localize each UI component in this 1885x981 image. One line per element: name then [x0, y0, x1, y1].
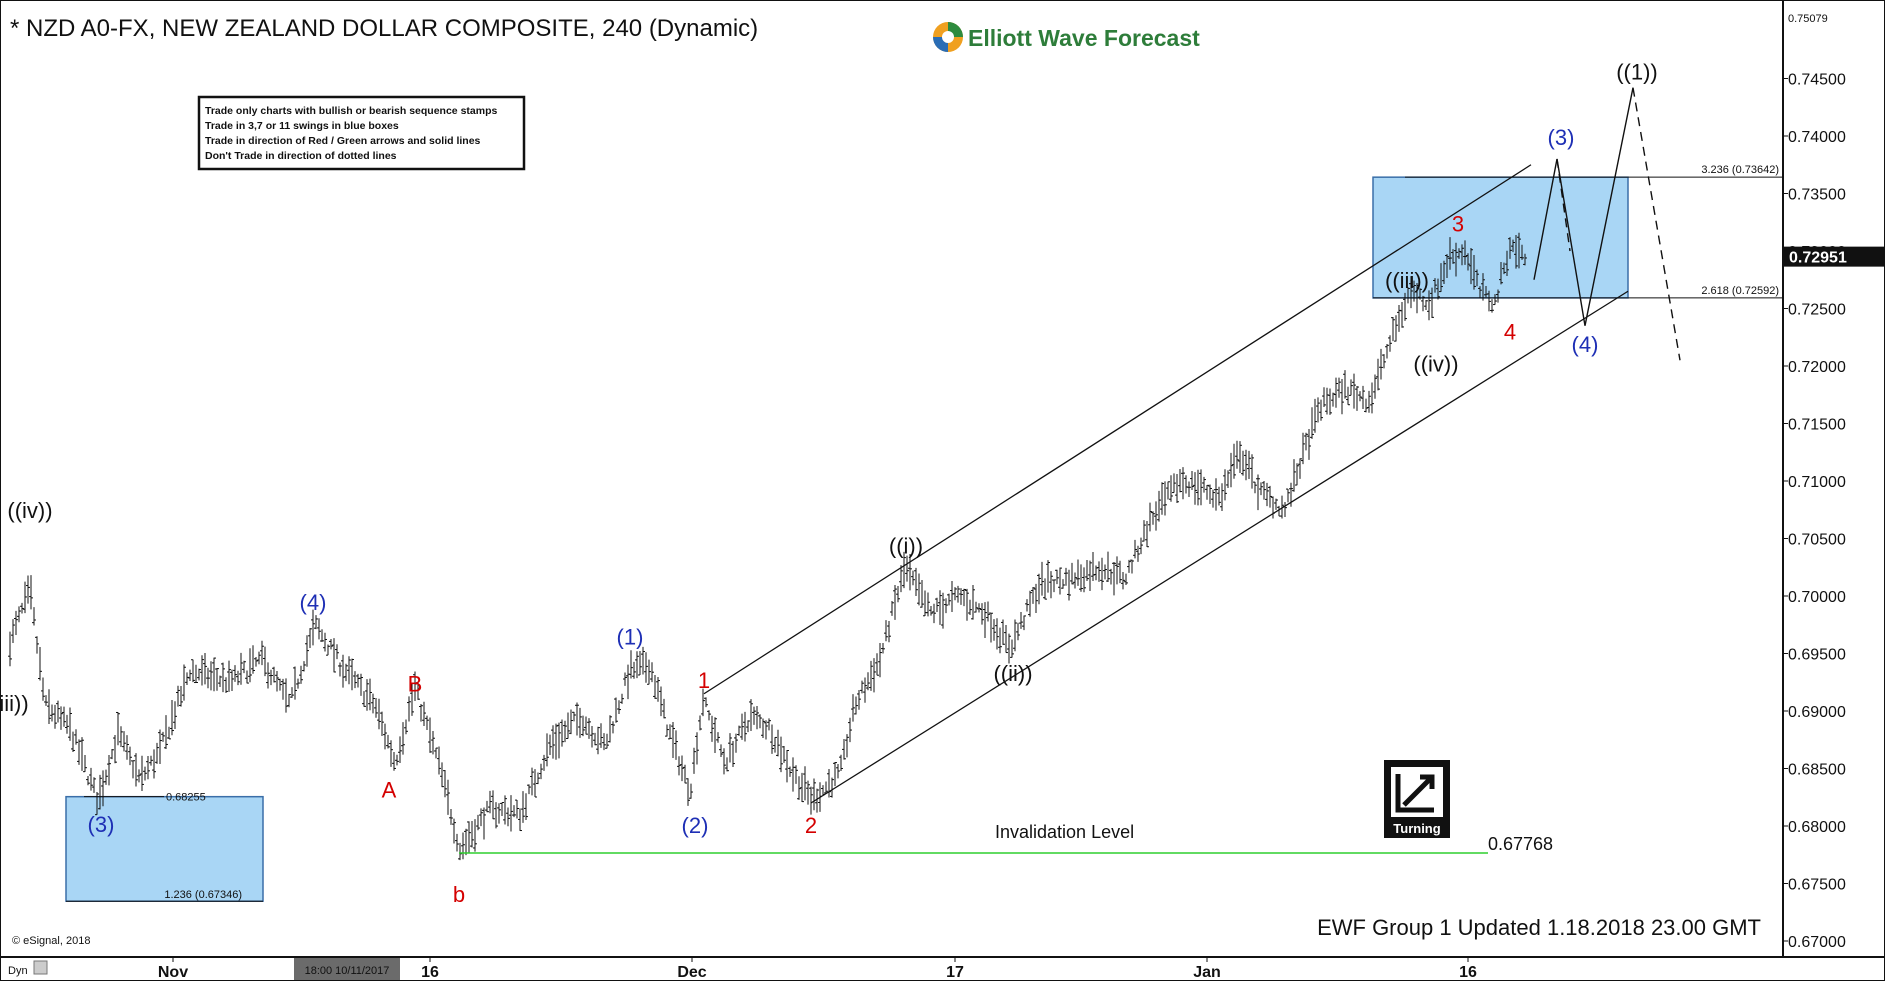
y-tick-label: 0.72500 — [1788, 302, 1846, 319]
wave-label: ((iv)) — [7, 498, 52, 523]
wave-label: (4) — [1572, 332, 1599, 357]
cursor-time: 18:00 10/11/2017 — [305, 965, 390, 977]
projection-dashed-path — [1632, 87, 1681, 361]
fib-label: 3.236 (0.73642) — [1701, 164, 1779, 176]
rule-line: Trade in direction of Red / Green arrows… — [205, 135, 481, 147]
wave-label: (3) — [88, 812, 115, 837]
chart-title: * NZD A0-FX, NEW ZEALAND DOLLAR COMPOSIT… — [10, 15, 758, 42]
y-tick-label: 0.72000 — [1788, 359, 1846, 376]
y-tick-label: 0.68500 — [1788, 762, 1846, 779]
projection-solid-path — [1533, 87, 1634, 326]
rule-line: Don't Trade in direction of dotted lines — [205, 150, 397, 162]
y-tick-label: 0.67500 — [1788, 877, 1846, 894]
wave-label: ((iv)) — [1413, 352, 1458, 377]
x-tick-label: Dec — [677, 964, 706, 981]
y-tick-label: 0.68000 — [1788, 819, 1846, 836]
wave-label: ((i)) — [889, 534, 923, 559]
logo: Elliott Wave Forecast — [933, 22, 1200, 52]
rule-line: Trade in 3,7 or 11 swings in blue boxes — [205, 120, 399, 132]
trend-lines — [703, 87, 1681, 804]
invalidation-value: 0.67768 — [1488, 834, 1553, 854]
wave-label: ((ii)) — [993, 661, 1032, 686]
x-tick-label: Jan — [1193, 964, 1221, 981]
wave-label: 4 — [1504, 320, 1516, 345]
channel-upper-line — [703, 164, 1532, 695]
fib-label: 0.68255 — [166, 792, 206, 804]
y-top-label: 0.75079 — [1788, 13, 1828, 25]
wave-label: b — [453, 882, 465, 907]
y-tick-label: 0.67000 — [1788, 934, 1846, 951]
cursor-time-box — [294, 958, 400, 980]
channel-lower-line — [810, 290, 1629, 804]
wave-label: ((1)) — [1616, 60, 1658, 85]
wave-label: (1) — [617, 624, 644, 649]
fib-label: 1.236 (0.67346) — [164, 889, 242, 901]
x-tick-label: 17 — [946, 964, 964, 981]
copyright: © eSignal, 2018 — [12, 935, 90, 947]
turning-stamp: Turning — [1384, 760, 1450, 838]
wave-labels: ((iv)) iii)) (3) (4) B Ab (1) (2) 1 2 ((i)) ((ii)) (… — [0, 60, 1658, 907]
wave-label: 1 — [698, 668, 710, 693]
y-tick-label: 0.69500 — [1788, 647, 1846, 664]
rules-box: Trade only charts with bullish or bearis… — [197, 95, 526, 171]
x-tick-label: 16 — [1459, 964, 1477, 981]
turning-arrow-icon — [1395, 774, 1434, 813]
y-tick-label: 0.71000 — [1788, 474, 1846, 491]
wave-label: 2 — [805, 813, 817, 838]
y-tick-label: 0.71500 — [1788, 417, 1846, 434]
price-bars — [8, 232, 1527, 861]
wave-label: B — [408, 672, 423, 697]
y-tick-label: 0.70000 — [1788, 589, 1846, 606]
y-tick-label: 0.69000 — [1788, 704, 1846, 721]
projection-dashed-path — [1556, 158, 1571, 252]
y-tick-label: 0.73500 — [1788, 187, 1846, 204]
wave-label: (3) — [1548, 125, 1575, 150]
rule-line: Trade only charts with bullish or bearis… — [205, 105, 497, 117]
wave-label: (4) — [300, 590, 327, 615]
time-axis-panel[interactable] — [0, 956, 1885, 981]
y-tick-label: 0.74500 — [1788, 72, 1846, 89]
invalidation-label: Invalidation Level — [995, 822, 1134, 842]
fib-label: 2.618 (0.72592) — [1701, 285, 1779, 297]
blue-box-left — [65, 795, 264, 902]
wave-label: ((iii)) — [1385, 268, 1429, 293]
last-price-marker — [1784, 246, 1884, 267]
wave-label: 3 — [1452, 211, 1464, 236]
y-tick-label: 0.74000 — [1788, 129, 1846, 146]
last-price-label: 0.72951 — [1789, 250, 1847, 267]
logo-text: Elliott Wave Forecast — [968, 25, 1200, 51]
y-axis: 0.67000 0.67500 0.68000 0.68500 0.69000 0.695… — [1783, 72, 1884, 951]
wave-label: A — [382, 777, 397, 802]
x-axis: Nov 16 Dec 17 Jan 16 — [158, 957, 1477, 981]
settings-icon[interactable] — [33, 960, 48, 975]
turning-label: Turning — [1393, 821, 1440, 836]
x-tick-label: 16 — [421, 964, 439, 981]
wave-label: (2) — [682, 813, 709, 838]
status-left: Dyn — [8, 965, 28, 977]
price-axis-panel[interactable] — [1782, 0, 1885, 958]
update-footer: EWF Group 1 Updated 1.18.2018 23.00 GMT — [1317, 915, 1761, 940]
y-tick-label: 0.70500 — [1788, 532, 1846, 549]
x-tick-label: Nov — [158, 964, 188, 981]
wave-label: iii)) — [0, 691, 29, 716]
